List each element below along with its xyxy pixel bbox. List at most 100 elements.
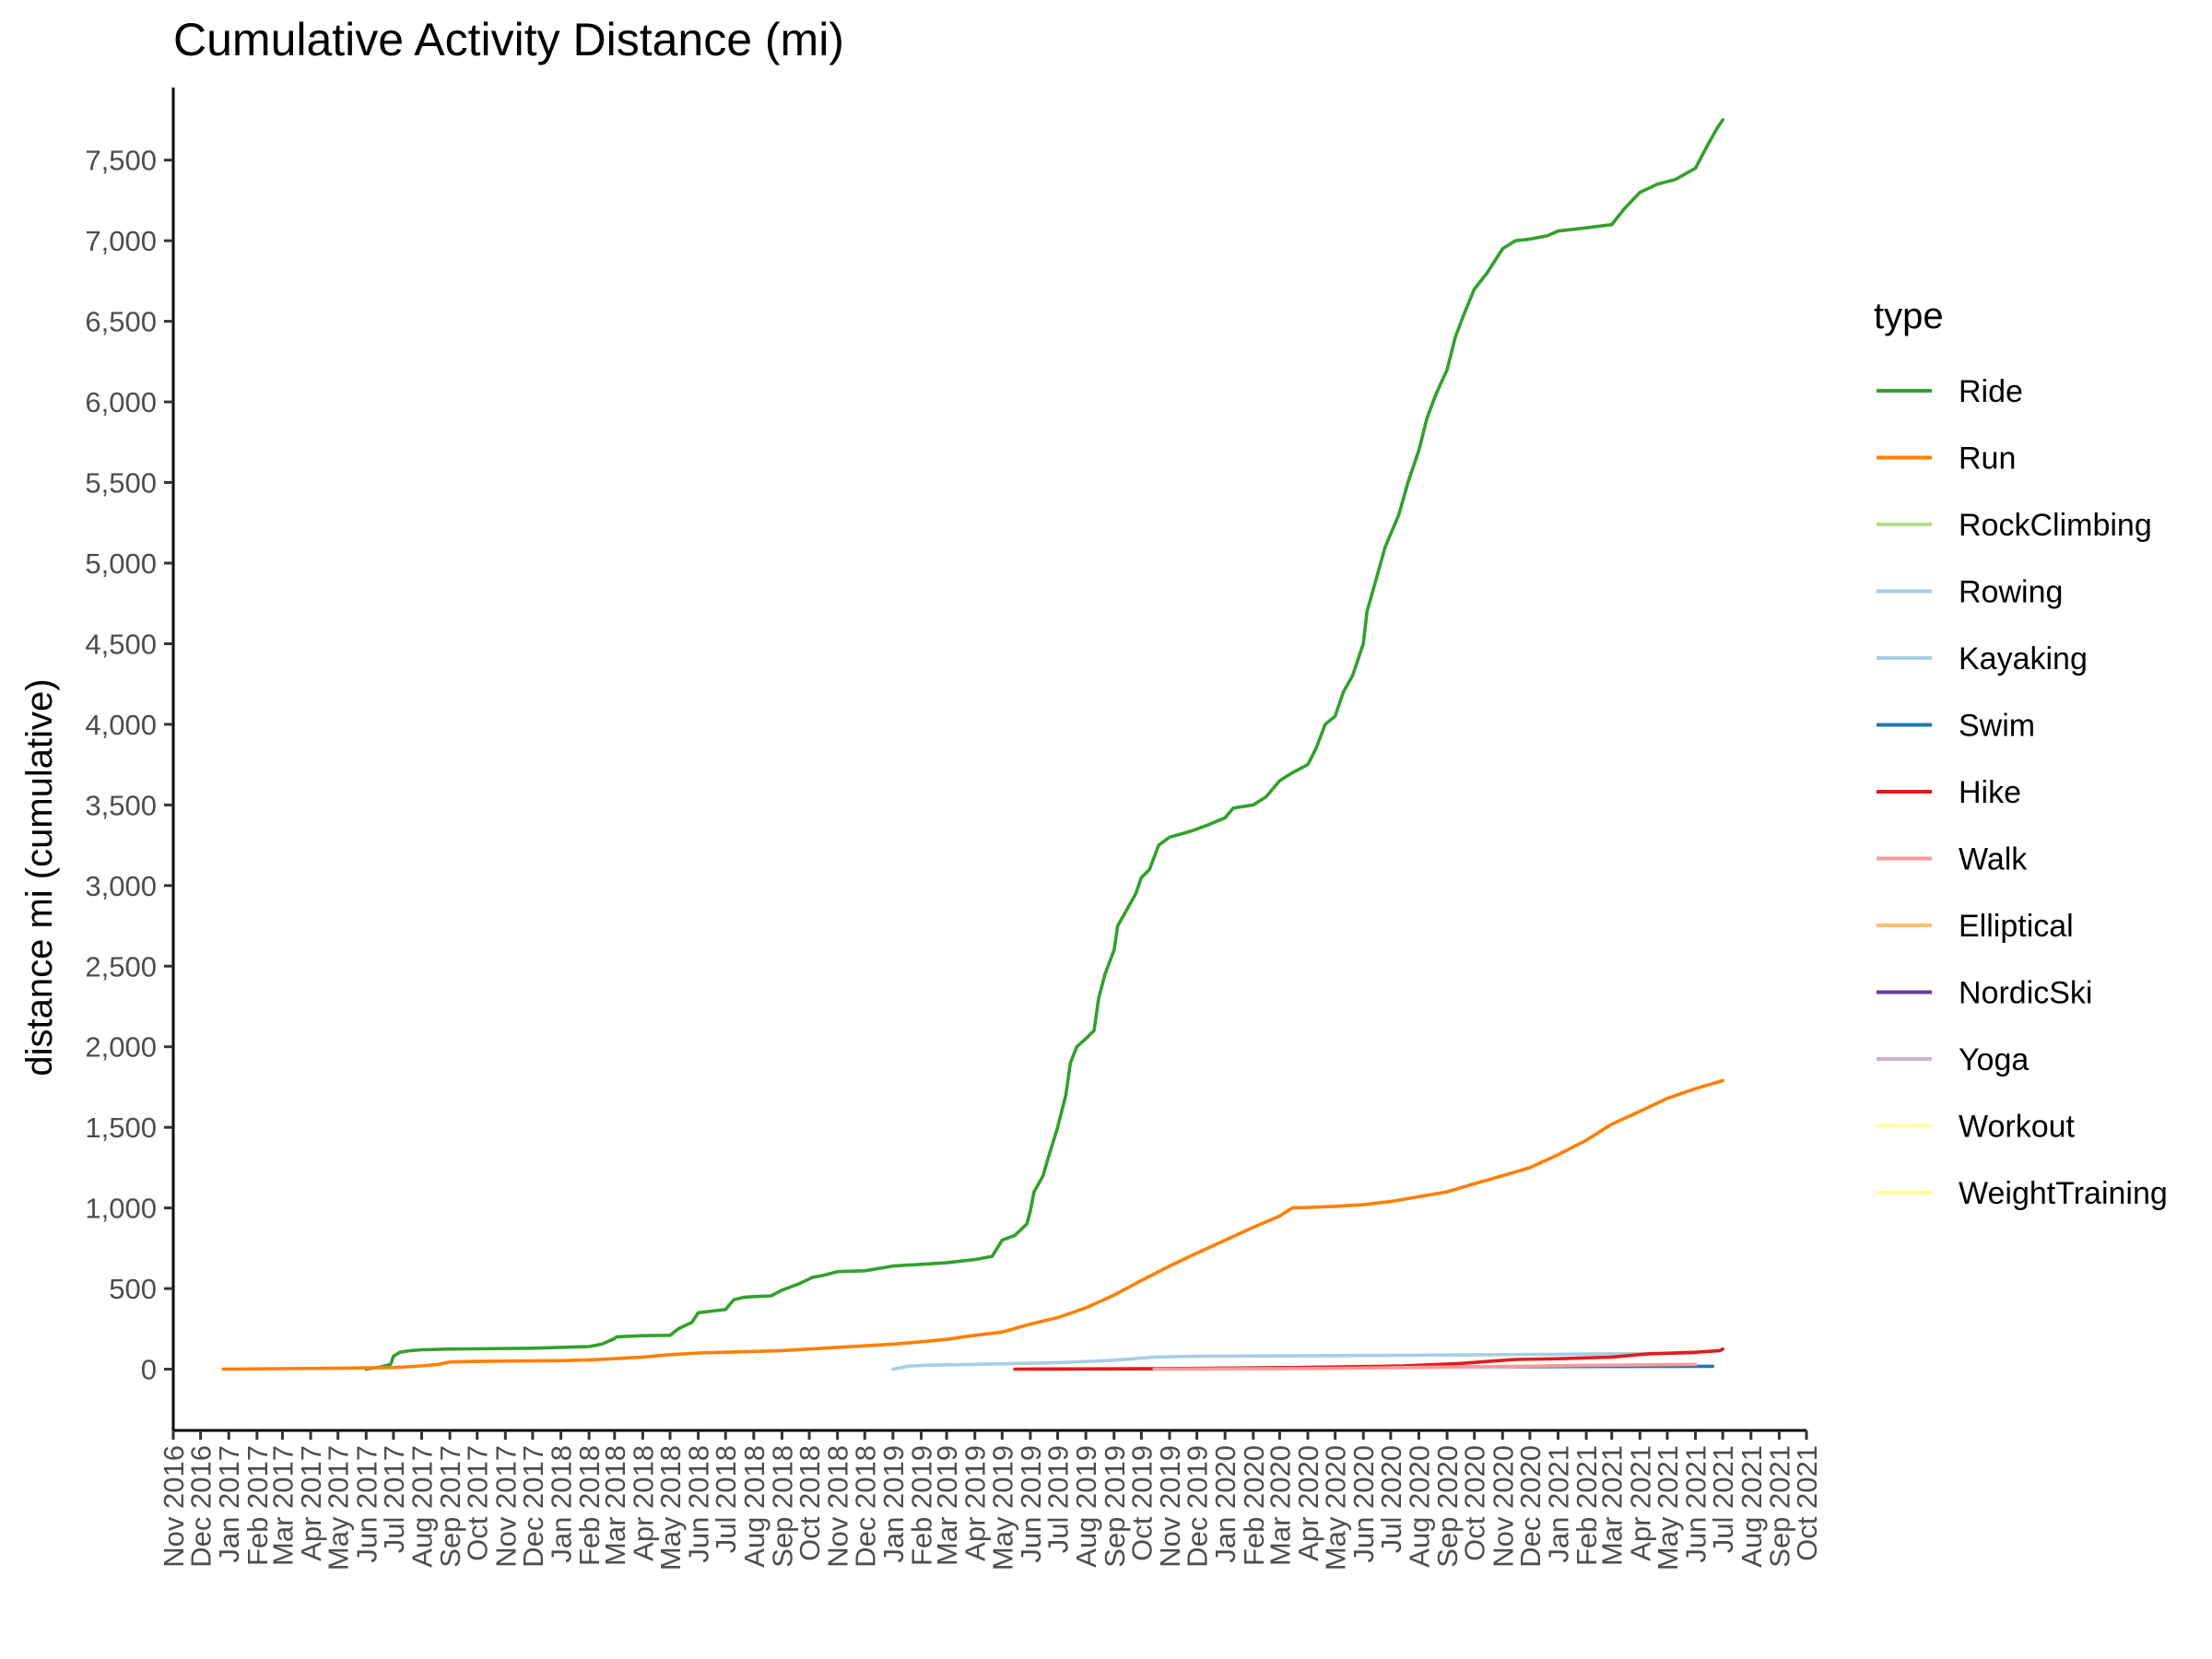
x-tick-label: Mar 2018 (599, 1445, 631, 1566)
x-tick-label: Sep 2018 (766, 1445, 798, 1568)
y-tick-label: 3,000 (85, 870, 157, 902)
x-tick-label: Jul 2018 (710, 1445, 742, 1553)
x-tick-label: Feb 2018 (573, 1445, 606, 1566)
y-tick-label: 2,500 (85, 950, 157, 982)
legend-item-nordicski: NordicSki (1877, 976, 2092, 1011)
legend-label: Elliptical (1959, 909, 2074, 944)
y-tick-label: 3,500 (85, 789, 157, 821)
y-tick-label: 6,000 (85, 386, 157, 418)
x-tick-label: Feb 2020 (1238, 1445, 1270, 1566)
x-tick-label: Apr 2018 (627, 1445, 659, 1561)
x-tick-label: Oct 2018 (794, 1445, 826, 1561)
y-tick-label: 7,000 (85, 225, 157, 257)
y-tick-label: 1,000 (85, 1193, 157, 1225)
series-line-run (221, 1078, 1724, 1371)
x-tick-label: Jan 2021 (1543, 1445, 1575, 1563)
x-tick-label: Sep 2021 (1763, 1445, 1795, 1568)
x-tick-label: Mar 2017 (267, 1445, 300, 1566)
y-tick-label: 4,500 (85, 628, 157, 660)
x-tick-label: Jun 2020 (1347, 1445, 1380, 1563)
x-tick-label: Dec 2018 (849, 1445, 881, 1568)
x-tick-label: Apr 2017 (295, 1445, 327, 1561)
x-tick-label: Aug 2021 (1735, 1445, 1768, 1568)
y-tick-label: 5,000 (85, 547, 157, 580)
x-tick-label: Dec 2016 (185, 1445, 218, 1568)
x-tick-label: Oct 2017 (462, 1445, 494, 1561)
x-tick-label: May 2021 (1652, 1445, 1684, 1571)
x-tick-label: Dec 2020 (1514, 1445, 1547, 1568)
legend-item-walk: Walk (1877, 842, 2028, 877)
chart-title: Cumulative Activity Distance (mi) (173, 14, 844, 65)
x-tick-label: Oct 2021 (1791, 1445, 1823, 1561)
x-tick-label: Mar 2020 (1264, 1445, 1296, 1566)
x-tick-label: Feb 2019 (906, 1445, 938, 1566)
legend-label: Kayaking (1959, 641, 2088, 677)
x-tick-label: Jun 2019 (1015, 1445, 1047, 1563)
legend-item-rowing: Rowing (1877, 575, 2063, 610)
y-tick-label: 500 (109, 1273, 157, 1305)
x-tick-label: Aug 2019 (1070, 1445, 1102, 1568)
x-tick-label: Nov 2018 (822, 1445, 854, 1568)
x-tick-label: Aug 2017 (406, 1445, 439, 1568)
y-tick-label: 1,500 (85, 1112, 157, 1144)
x-tick-label: Jun 2021 (1680, 1445, 1712, 1563)
x-tick-label: Feb 2017 (241, 1445, 274, 1566)
y-tick-label: 5,500 (85, 467, 157, 500)
legend-item-weighttraining: WeightTraining (1877, 1176, 2168, 1211)
x-tick-label: Nov 2016 (158, 1445, 190, 1568)
x-tick-label: Nov 2017 (489, 1445, 522, 1568)
series-line-walk (1152, 1362, 1698, 1371)
y-axis-title: distance mi (cumulative) (19, 678, 60, 1076)
legend-label: WeightTraining (1959, 1176, 2168, 1211)
x-tick-label: Jul 2017 (378, 1445, 410, 1553)
legend-item-swim: Swim (1877, 709, 2035, 744)
x-tick-label: Mar 2021 (1596, 1445, 1629, 1566)
legend-label: Rowing (1959, 575, 2063, 610)
x-tick-label: Jan 2017 (213, 1445, 245, 1563)
x-tick-label: Jun 2018 (683, 1445, 715, 1563)
legend-title: type (1874, 296, 1944, 336)
x-tick-label: Jan 2019 (877, 1445, 910, 1563)
legend-label: Hike (1959, 775, 2021, 810)
legend-item-elliptical: Elliptical (1877, 909, 2074, 944)
legend-label: Workout (1959, 1110, 2076, 1145)
legend-label: Walk (1959, 842, 2028, 877)
x-tick-label: Jan 2018 (546, 1445, 578, 1563)
x-tick-label: Apr 2020 (1292, 1445, 1324, 1561)
y-tick-label: 2,000 (85, 1031, 157, 1064)
x-tick-label: Dec 2017 (517, 1445, 549, 1568)
legend-item-hike: Hike (1877, 775, 2021, 810)
x-tick-label: May 2018 (654, 1445, 687, 1571)
x-tick-label: Jan 2020 (1209, 1445, 1241, 1563)
x-tick-label: Jun 2017 (350, 1445, 382, 1563)
x-tick-label: Sep 2019 (1099, 1445, 1131, 1568)
x-tick-label: Apr 2019 (959, 1445, 992, 1561)
legend-label: Yoga (1959, 1042, 2029, 1077)
plot-area (221, 118, 1724, 1371)
legend-item-workout: Workout (1877, 1110, 2076, 1145)
x-tick-label: Nov 2020 (1487, 1445, 1519, 1568)
legend-item-run: Run (1877, 441, 2016, 477)
y-tick-label: 6,500 (85, 306, 157, 338)
x-tick-label: Jul 2019 (1042, 1445, 1075, 1553)
y-tick-label: 7,500 (85, 145, 157, 177)
x-tick-label: May 2019 (986, 1445, 1018, 1571)
legend-item-ride: Ride (1877, 374, 2023, 409)
legend-item-yoga: Yoga (1877, 1042, 2029, 1077)
x-tick-label: Oct 2020 (1459, 1445, 1491, 1561)
x-tick-label: Aug 2020 (1404, 1445, 1436, 1568)
x-tick-label: Feb 2021 (1571, 1445, 1603, 1566)
x-tick-label: Sep 2017 (434, 1445, 466, 1568)
x-tick-label: Nov 2019 (1154, 1445, 1186, 1568)
legend-label: Run (1959, 441, 2016, 477)
x-tick-label: Sep 2020 (1431, 1445, 1464, 1568)
x-tick-label: Aug 2018 (738, 1445, 771, 1568)
axes: 0 500 1,000 1,500 2,000 2,500 3,000 3,500 4,000 4… (85, 88, 1823, 1571)
x-tick-label: Jul 2021 (1707, 1445, 1739, 1553)
legend-label: NordicSki (1959, 976, 2092, 1011)
series-line-ride (364, 118, 1724, 1371)
x-tick-label: Dec 2019 (1182, 1445, 1214, 1568)
x-tick-label: Jul 2020 (1375, 1445, 1407, 1553)
x-tick-label: Apr 2021 (1624, 1445, 1656, 1561)
